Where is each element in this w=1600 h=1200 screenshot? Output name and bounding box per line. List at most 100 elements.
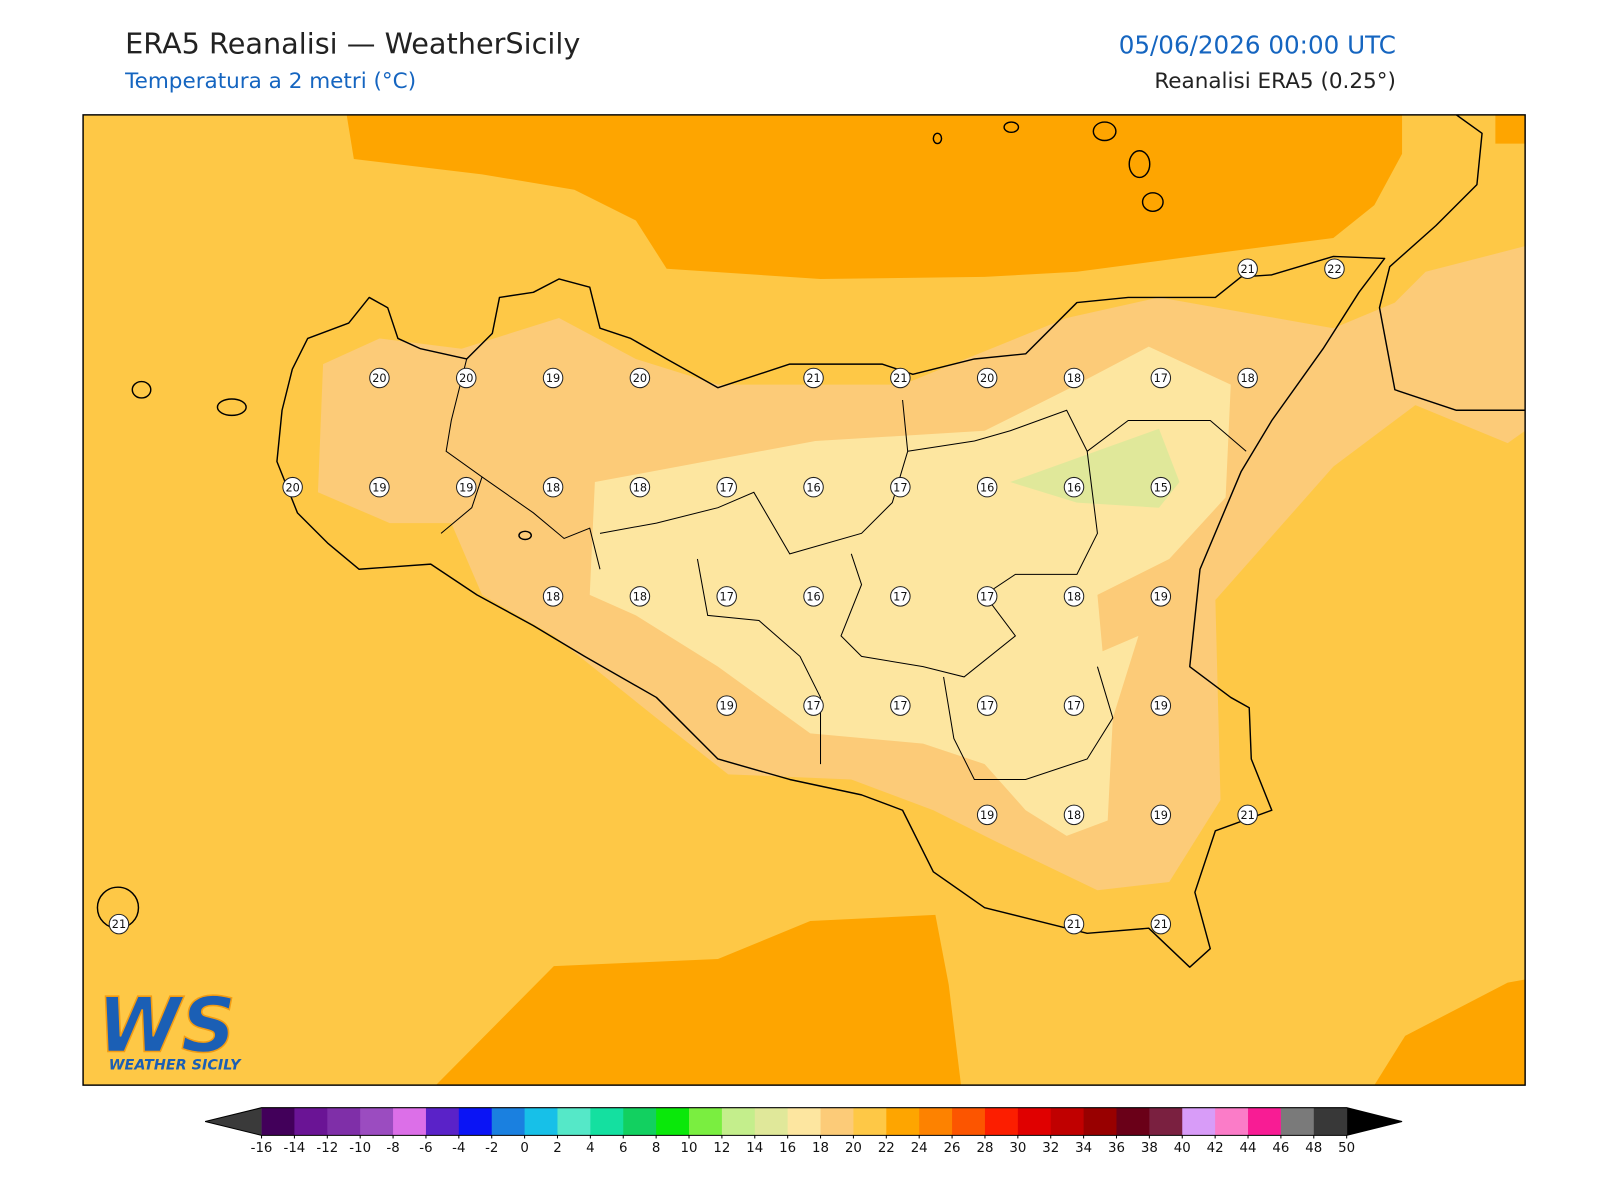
station-marker bbox=[456, 367, 477, 389]
station-value: 19 bbox=[1154, 591, 1168, 604]
station-value: 17 bbox=[980, 700, 994, 713]
colorbar: -16 -14 -12 -10 -8 -6 -4 -2 0 2 4 6 8 10 12 14 16 18 20 22 2… bbox=[205, 1107, 1403, 1156]
station-marker bbox=[890, 476, 911, 498]
station-marker bbox=[803, 476, 824, 498]
logo: WS WEATHER SICILY bbox=[97, 981, 242, 1074]
colorbar-band bbox=[1280, 1107, 1315, 1136]
colorbar-band bbox=[820, 1107, 854, 1136]
colorbar-tick-label: 30 bbox=[1009, 1141, 1026, 1156]
island bbox=[216, 398, 247, 417]
station-marker bbox=[369, 476, 390, 498]
station-marker bbox=[716, 476, 737, 498]
colorbar-tick-label: -12 bbox=[316, 1141, 338, 1156]
station-marker bbox=[1150, 476, 1172, 498]
station-marker bbox=[976, 804, 998, 826]
station-marker bbox=[1150, 913, 1172, 935]
station-value: 19 bbox=[720, 700, 734, 713]
station-marker bbox=[1237, 804, 1258, 826]
station-marker bbox=[1150, 695, 1172, 716]
island bbox=[1003, 121, 1020, 134]
colorbar-tick-label: 38 bbox=[1141, 1141, 1158, 1156]
station-value: 21 bbox=[1240, 809, 1254, 822]
station-marker bbox=[542, 586, 564, 607]
station-marker bbox=[976, 476, 998, 498]
station-marker bbox=[803, 586, 824, 607]
temp-band bbox=[435, 914, 962, 1086]
source: Reanalisi ERA5 (0.25°) bbox=[1154, 69, 1396, 94]
colorbar-tick-label: 26 bbox=[944, 1141, 961, 1156]
colorbar-band bbox=[327, 1107, 361, 1136]
station-marker bbox=[629, 476, 651, 498]
colorbar-band bbox=[853, 1107, 887, 1136]
colorbar-band bbox=[1017, 1107, 1052, 1136]
colorbar-band bbox=[425, 1107, 460, 1136]
colorbar-band bbox=[721, 1107, 756, 1136]
colorbar-band bbox=[754, 1107, 789, 1136]
temp-band bbox=[1495, 114, 1526, 144]
station-value: 21 bbox=[1067, 918, 1081, 931]
station-value: 18 bbox=[1240, 372, 1254, 385]
station-value: 17 bbox=[893, 481, 907, 494]
station-marker bbox=[716, 586, 737, 607]
colorbar-band bbox=[524, 1107, 558, 1136]
station-marker bbox=[108, 913, 130, 935]
colorbar-band bbox=[689, 1107, 723, 1136]
station-value: 16 bbox=[806, 481, 820, 494]
map-frame bbox=[82, 114, 1526, 1086]
temp-band bbox=[346, 114, 1403, 279]
logo-mark: WS bbox=[97, 981, 235, 1069]
station-value: 16 bbox=[980, 481, 994, 494]
colorbar-tick-label: 40 bbox=[1174, 1141, 1191, 1156]
station-marker bbox=[1063, 804, 1085, 826]
station-marker bbox=[1150, 804, 1172, 826]
colorbar-tick-label: 36 bbox=[1108, 1141, 1125, 1156]
station-value: 16 bbox=[1067, 481, 1081, 494]
colorbar-tick-label: -4 bbox=[452, 1141, 465, 1156]
logo-name: WEATHER SICILY bbox=[109, 1058, 242, 1074]
colorbar-band bbox=[886, 1107, 920, 1136]
station-marker bbox=[976, 367, 998, 389]
station-value: 17 bbox=[806, 700, 820, 713]
station-value: 18 bbox=[546, 591, 560, 604]
island bbox=[932, 132, 943, 145]
station-value: 17 bbox=[980, 591, 994, 604]
colorbar-band bbox=[656, 1107, 690, 1136]
colorbar-over bbox=[1346, 1107, 1403, 1136]
colorbar-band bbox=[1050, 1107, 1085, 1136]
province-border bbox=[440, 358, 1247, 780]
colorbar-band bbox=[491, 1107, 526, 1136]
station-value: 18 bbox=[1067, 809, 1081, 822]
colorbar-tick-label: -6 bbox=[419, 1141, 432, 1156]
colorbar-tick-label: -2 bbox=[485, 1141, 498, 1156]
station-value: 18 bbox=[633, 481, 647, 494]
station-marker bbox=[1063, 586, 1085, 607]
station-marker bbox=[282, 476, 303, 498]
station-value: 17 bbox=[1067, 700, 1081, 713]
station-marker bbox=[890, 367, 911, 389]
colorbar-band bbox=[557, 1107, 591, 1136]
colorbar-band bbox=[1116, 1107, 1150, 1136]
station-marker bbox=[1063, 913, 1085, 935]
colorbar-tick-label: 16 bbox=[779, 1141, 796, 1156]
colorbar-tick-label: -10 bbox=[349, 1141, 371, 1156]
station-value: 17 bbox=[720, 481, 734, 494]
station-marker bbox=[1237, 258, 1258, 279]
station-marker bbox=[369, 367, 390, 389]
colorbar-tick-label: 28 bbox=[976, 1141, 993, 1156]
station-value: 16 bbox=[806, 591, 820, 604]
colorbar-tick-label: 22 bbox=[878, 1141, 895, 1156]
station-marker bbox=[890, 586, 911, 607]
colorbar-band bbox=[458, 1107, 493, 1136]
island bbox=[518, 530, 532, 541]
station-marker bbox=[1063, 695, 1085, 716]
temp-band bbox=[1010, 428, 1180, 508]
station-value: 21 bbox=[1154, 918, 1168, 931]
colorbar-band bbox=[261, 1107, 295, 1136]
station-value: 20 bbox=[980, 372, 994, 385]
station-value: 21 bbox=[1240, 263, 1254, 276]
colorbar-tick-label: -16 bbox=[251, 1141, 273, 1156]
colorbar-band bbox=[360, 1107, 394, 1136]
colorbar-band bbox=[294, 1107, 328, 1136]
